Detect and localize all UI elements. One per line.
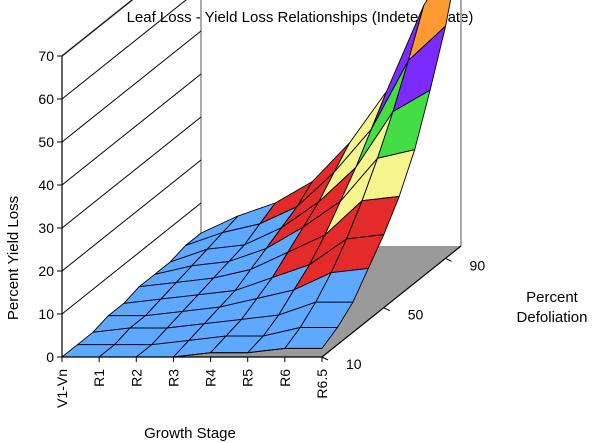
- grid-line-50: [61, 30, 202, 143]
- z-axis-title-line-2: Defoliation: [517, 309, 588, 326]
- x-tick-label: R6.5: [314, 369, 330, 399]
- y-axis-title: Percent Yield Loss: [5, 196, 22, 320]
- y-tick-label: 10: [38, 306, 54, 322]
- defoliation-axis-line: [321, 245, 462, 358]
- defoliation-tick-label: 10: [346, 356, 362, 372]
- x-tick-label: R1: [91, 369, 107, 387]
- x-axis-ticks: V1-Vn R1 R2 R3 R4 R5 R6 R6.5: [54, 356, 330, 408]
- chart-grid-lines: [61, 0, 202, 315]
- x-tick-label: R4: [203, 369, 219, 387]
- defoliation-tick-mark: [321, 356, 329, 361]
- x-tick-label: R6: [277, 369, 293, 387]
- yield-surface: [61, 0, 452, 358]
- grid-line-60: [61, 0, 187, 100]
- grid-line-30: [61, 116, 202, 229]
- x-tick-label: R3: [165, 369, 181, 387]
- grid-line-20: [61, 159, 202, 272]
- defoliation-tick-label: 50: [408, 307, 424, 323]
- y-tick-label: 60: [38, 91, 54, 107]
- x-tick-label: V1-Vn: [54, 369, 70, 408]
- grid-line-70: [61, 0, 133, 57]
- grid-line-10: [61, 202, 202, 315]
- y-tick-label: 50: [38, 134, 54, 150]
- defoliation-tick-mark: [383, 307, 391, 312]
- y-tick-label: 40: [38, 177, 54, 193]
- x-axis-title: Growth Stage: [144, 425, 236, 442]
- z-axis-title-line-1: Percent: [526, 289, 579, 306]
- defoliation-tick-label: 90: [470, 257, 486, 273]
- y-tick-label: 20: [38, 263, 54, 279]
- defoliation-tick-mark: [445, 257, 452, 262]
- defoliation-axis-ticks: 10 50 90: [321, 245, 486, 372]
- chart-title: Leaf Loss - Yield Loss Relationships (In…: [127, 9, 474, 26]
- x-tick-label: R2: [128, 369, 144, 387]
- y-tick-label: 0: [46, 349, 54, 365]
- x-tick-label: R5: [240, 369, 256, 387]
- y-tick-label: 30: [38, 220, 54, 236]
- y-tick-label: 70: [38, 48, 54, 64]
- grid-line-40: [61, 73, 202, 186]
- y-axis-ticks: 0 10 20 30 40 50 60 70: [38, 48, 62, 365]
